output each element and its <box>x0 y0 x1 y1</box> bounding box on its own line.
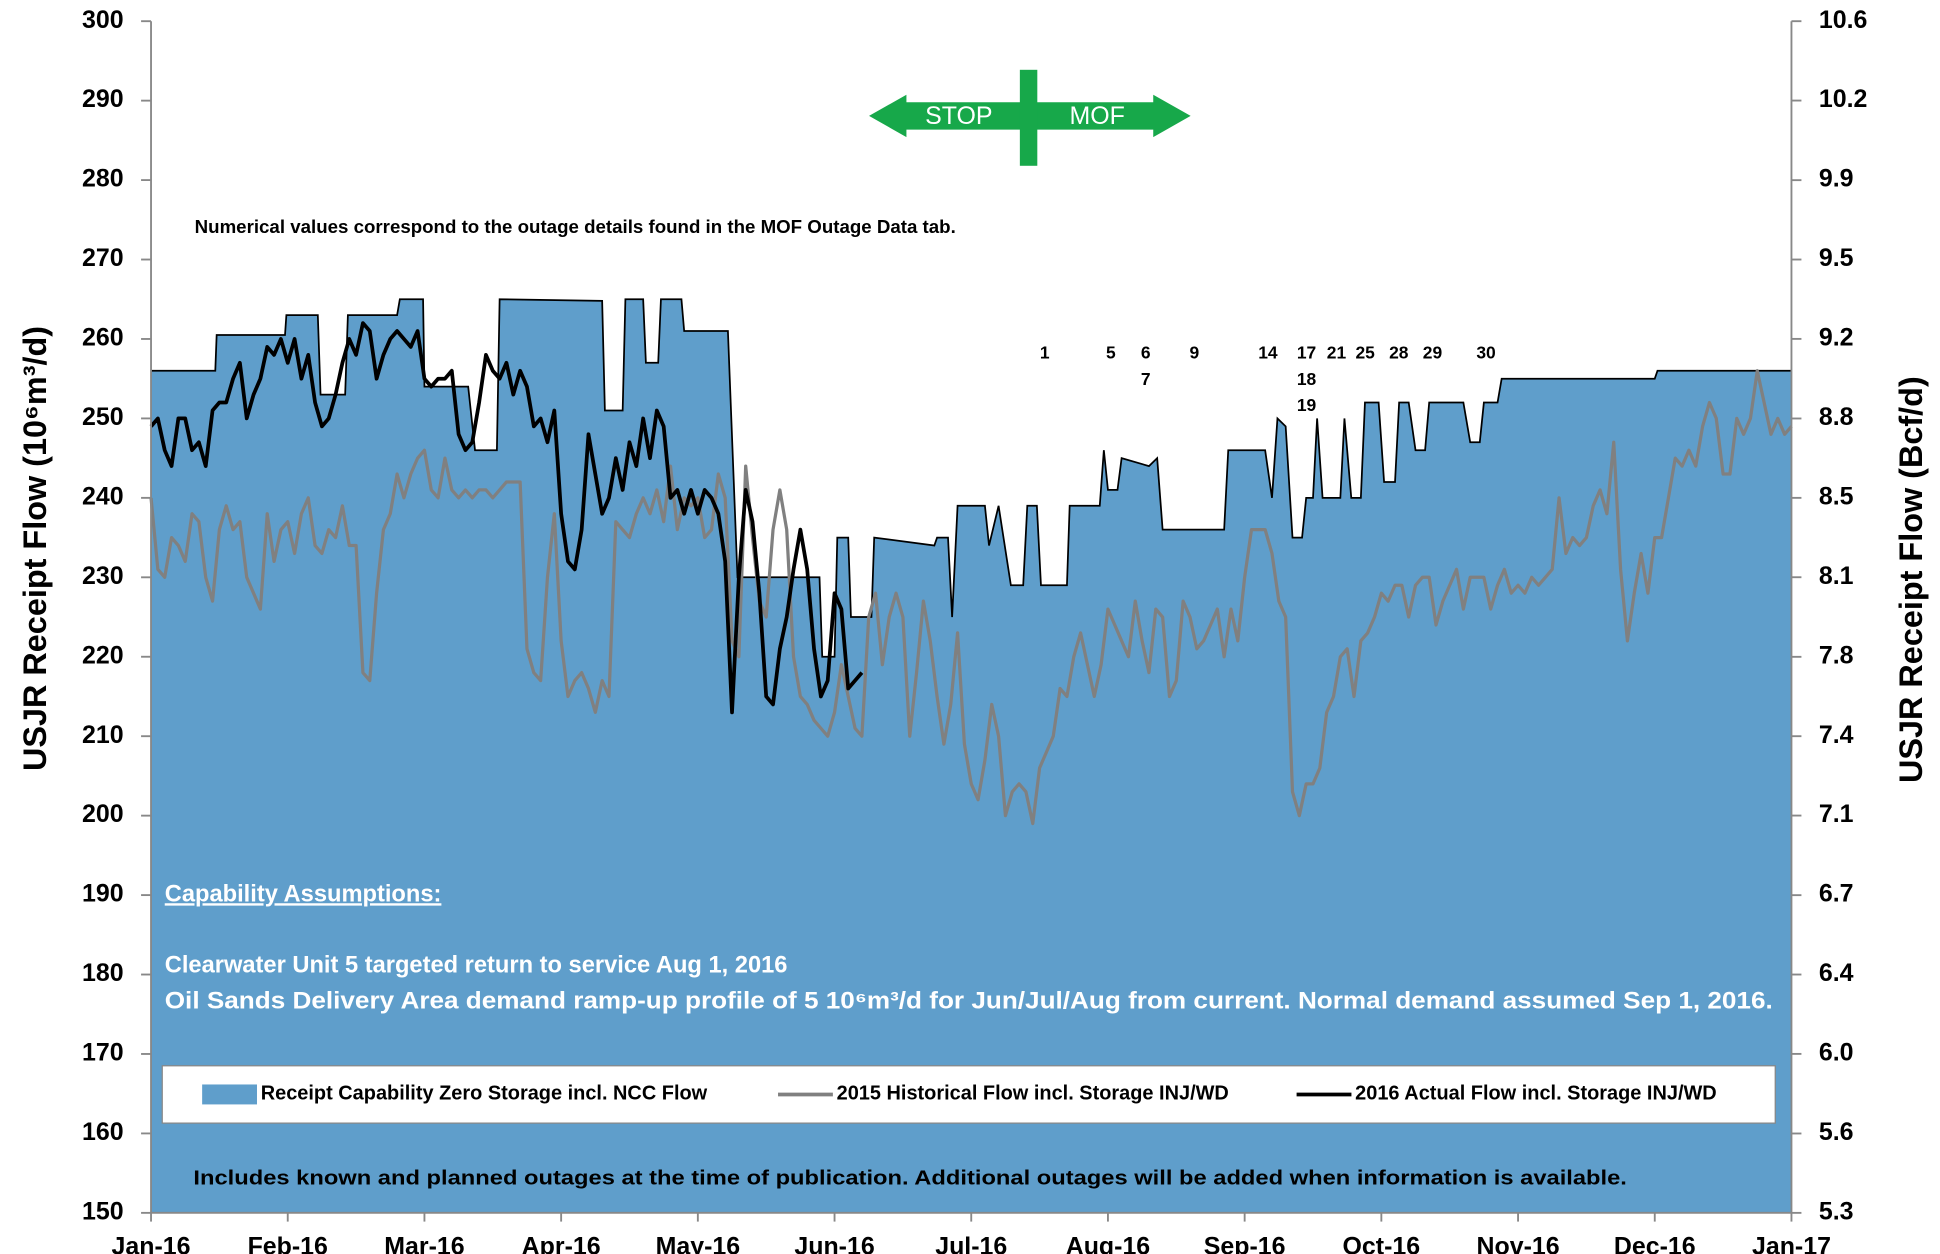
y-tick-label: 180 <box>82 959 124 987</box>
x-tick-label: Nov-16 <box>1476 1232 1559 1254</box>
footer-note: Includes known and planned outages at th… <box>193 1167 1626 1189</box>
y2-tick-label: 8.5 <box>1819 482 1854 510</box>
legend-label: 2016 Actual Flow incl. Storage INJ/WD <box>1355 1083 1717 1105</box>
y-tick-label: 280 <box>82 165 124 193</box>
outage-label: 14 <box>1258 343 1278 363</box>
y2-tick-label: 8.1 <box>1819 562 1854 590</box>
area-fill <box>151 299 1792 1213</box>
y-tick-label: 290 <box>82 85 124 113</box>
y2-tick-label: 5.6 <box>1819 1118 1854 1146</box>
y2-tick-label: 6.0 <box>1819 1038 1854 1066</box>
y2-tick-label: 7.8 <box>1819 641 1854 669</box>
y2-axis-title: USJR Receipt Flow (Bcf/d) <box>1893 376 1929 783</box>
capability-heading: Capability Assumptions: <box>165 881 442 907</box>
y2-tick-label: 9.9 <box>1819 165 1854 193</box>
y-tick-label: 200 <box>82 800 124 828</box>
x-tick-label: Jan-17 <box>1752 1232 1831 1254</box>
capability-line: Oil Sands Delivery Area demand ramp-up p… <box>165 988 1773 1014</box>
legend-swatch <box>202 1084 257 1105</box>
line <box>149 369 1793 826</box>
x-tick-label: Feb-16 <box>248 1232 328 1254</box>
x-tick-label: Mar-16 <box>384 1232 464 1254</box>
x-tick-label: Oct-16 <box>1343 1232 1421 1254</box>
legend-label: 2015 Historical Flow incl. Storage INJ/W… <box>837 1083 1229 1105</box>
x-tick-label: Sep-16 <box>1204 1232 1286 1254</box>
y-tick-label: 250 <box>82 403 124 431</box>
mof-label: MOF <box>1069 102 1124 130</box>
divider <box>1019 69 1038 166</box>
y2-tick-label: 6.7 <box>1819 880 1854 908</box>
y-tick-label: 190 <box>82 880 124 908</box>
outage-label: 1 <box>1040 343 1050 363</box>
outage-label: 28 <box>1389 343 1409 363</box>
outage-label: 9 <box>1190 343 1200 363</box>
x-tick-label: Jan-16 <box>112 1232 191 1254</box>
outage-label: 18 <box>1297 369 1317 389</box>
y-tick-label: 230 <box>82 562 124 590</box>
y2-tick-label: 10.2 <box>1819 85 1868 113</box>
y2-tick-label: 7.1 <box>1819 800 1854 828</box>
legend-box <box>161 1065 1776 1124</box>
y2-tick-label: 7.4 <box>1819 721 1854 749</box>
x-tick-label: Jun-16 <box>794 1232 874 1254</box>
y-tick-label: 300 <box>82 6 124 34</box>
line <box>149 321 864 715</box>
y-tick-label: 220 <box>82 641 124 669</box>
y-tick-label: 160 <box>82 1118 124 1146</box>
y-axis-title: USJR Receipt Flow (10⁶m³/d) <box>17 326 53 771</box>
y-tick-label: 270 <box>82 244 124 272</box>
outage-label: 21 <box>1327 343 1347 363</box>
y2-tick-label: 10.6 <box>1819 6 1868 34</box>
outage-label: 25 <box>1355 343 1375 363</box>
y-tick-label: 150 <box>82 1197 124 1225</box>
y-tick-label: 170 <box>82 1039 124 1067</box>
y2-tick-label: 5.3 <box>1819 1197 1854 1225</box>
y2-tick-label: 6.4 <box>1819 959 1854 987</box>
y2-tick-label: 8.8 <box>1819 403 1854 431</box>
legend-label: Receipt Capability Zero Storage incl. NC… <box>261 1083 708 1105</box>
y2-tick-label: 9.5 <box>1819 244 1854 272</box>
outage-label: 17 <box>1297 343 1316 363</box>
y-tick-label: 240 <box>82 482 124 510</box>
y-tick-label: 210 <box>82 721 124 749</box>
x-tick-label: Aug-16 <box>1066 1232 1150 1254</box>
stop-label: STOP <box>925 102 992 130</box>
outage-label: 29 <box>1423 343 1443 363</box>
stop-arrow <box>869 94 1025 138</box>
outage-label: 19 <box>1297 395 1317 415</box>
note: Numerical values correspond to the outag… <box>195 216 956 237</box>
mof-arrow <box>1032 94 1191 138</box>
x-tick-label: May-16 <box>656 1232 741 1254</box>
outage-label: 30 <box>1476 343 1495 363</box>
x-tick-label: Dec-16 <box>1614 1232 1696 1254</box>
y-tick-label: 260 <box>82 324 124 352</box>
x-tick-label: Apr-16 <box>522 1232 601 1254</box>
y2-tick-label: 9.2 <box>1819 323 1854 351</box>
outage-label: 5 <box>1106 343 1116 363</box>
stop-mof-sign: STOP MOF <box>869 69 1191 166</box>
capability-line: Clearwater Unit 5 targeted return to ser… <box>165 952 788 978</box>
plot-area <box>149 298 1793 1213</box>
outage-label: 7 <box>1141 369 1151 389</box>
outage-label: 6 <box>1141 343 1151 363</box>
x-tick-label: Jul-16 <box>935 1232 1007 1254</box>
